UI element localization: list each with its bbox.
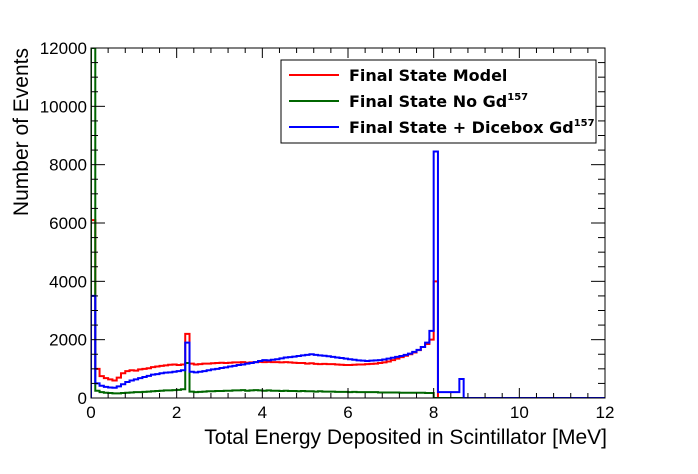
legend-superscript-1: 157	[507, 92, 528, 103]
ticks-layer	[90, 47, 606, 399]
legend-label-1: Final State No Gd157	[349, 92, 528, 111]
x-axis-title: Total Energy Deposited in Scintillator […	[204, 426, 607, 449]
series-layer	[91, 48, 605, 398]
legend-label-0: Final State Model	[349, 66, 507, 85]
series-line-2	[91, 150, 605, 398]
y-tick-label: 0	[78, 389, 87, 408]
tick-labels: 0 2 4 6 8 10 12 0 2000 4000 6000 8000 10000 12000	[40, 39, 615, 422]
x-tick-label: 6	[343, 403, 352, 422]
y-tick-label: 12000	[40, 39, 87, 58]
x-tick-label: 0	[86, 403, 95, 422]
legend-superscript-2: 157	[574, 118, 595, 129]
series-line-1	[91, 48, 605, 398]
legend: Final State Model Final State No Gd157 Fin…	[280, 59, 597, 144]
y-tick-label: 2000	[49, 331, 87, 350]
legend-label-2: Final State + Dicebox Gd157	[349, 118, 595, 137]
y-tick-label: 6000	[49, 214, 87, 233]
series-line-0	[91, 219, 605, 398]
x-tick-label: 4	[258, 403, 267, 422]
x-tick-label: 12	[596, 403, 615, 422]
y-tick-label: 4000	[49, 272, 87, 291]
y-axis-title: Number of Events	[10, 48, 33, 216]
y-tick-label: 10000	[40, 97, 87, 116]
x-tick-label: 8	[429, 403, 438, 422]
x-tick-label: 10	[510, 403, 529, 422]
x-tick-label: 2	[172, 403, 181, 422]
y-tick-label: 8000	[49, 156, 87, 175]
